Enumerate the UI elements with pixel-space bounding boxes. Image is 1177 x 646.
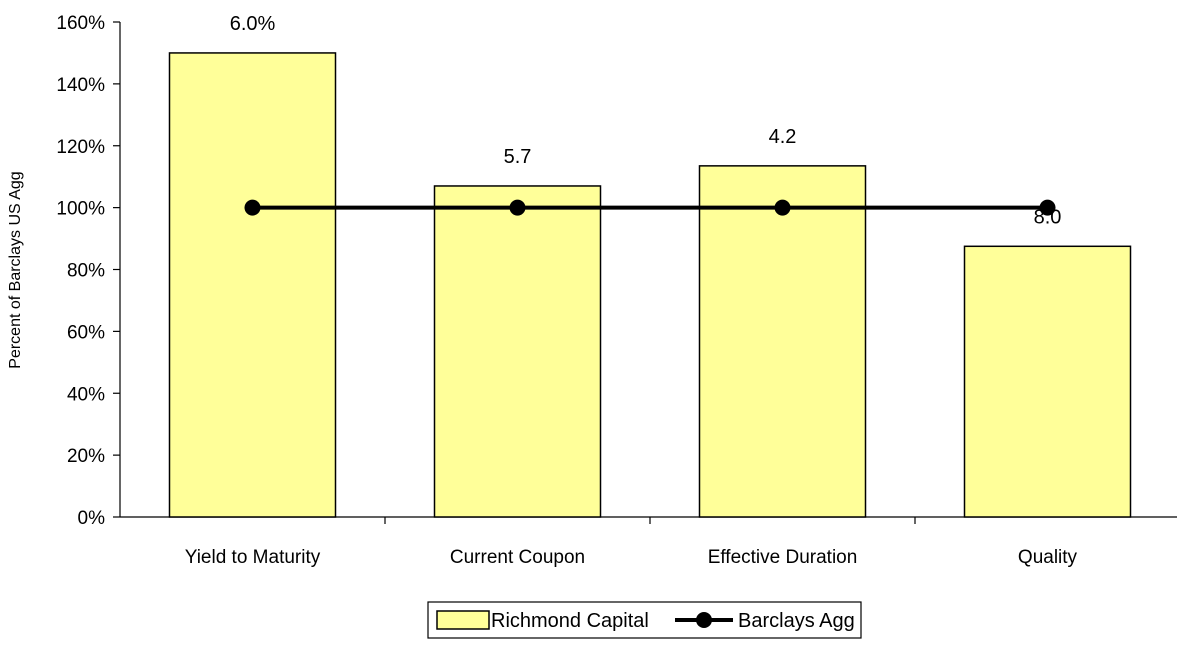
bar-current-coupon [433,185,602,518]
y-tick-label: 40% [67,384,105,405]
y-axis-title: Percent of Barclays US Agg [7,171,24,368]
data-label-effective-duration: 4.2 [769,126,797,148]
legend-label-barclays-agg: Barclays Agg [738,610,855,632]
legend-label-richmond-capital: Richmond Capital [491,610,649,632]
data-label-quality: 8.0 [1034,206,1062,228]
x-category-label: Current Coupon [450,547,585,568]
legend-swatch-richmond-capital [436,610,490,630]
legend: Richmond Capital Barclays Agg [427,601,862,639]
legend-marker-barclays-agg [696,612,712,628]
bar-effective-duration [698,165,867,518]
y-tick-label: 0% [78,508,106,529]
bars-layer [168,52,1132,518]
y-tick-label: 140% [56,75,105,96]
bar-yield-to-maturity [168,52,337,518]
y-tick-label: 80% [67,261,105,282]
marker-barclays-agg-effective-duration [774,199,791,216]
data-label-yield-to-maturity: 6.0% [230,13,276,35]
data-label-current-coupon: 5.7 [504,146,532,168]
x-category-label: Quality [1018,547,1078,568]
x-category-label: Effective Duration [708,547,858,568]
marker-barclays-agg-quality [1039,199,1056,216]
y-tick-label: 120% [56,137,105,158]
legend-box [427,601,862,639]
x-category-label: Yield to Maturity [185,547,321,568]
labels-layer: Yield to Maturity Current Coupon Effective… [185,13,1078,568]
y-tick-label: 160% [56,13,105,34]
y-tick-label: 100% [56,199,105,220]
marker-barclays-agg-current-coupon [509,199,526,216]
y-tick-label: 60% [67,322,105,343]
line-layer [244,199,1056,216]
y-tick-label: 20% [67,446,105,467]
marker-barclays-agg-yield-to-maturity [244,199,261,216]
bar-quality [963,245,1132,518]
